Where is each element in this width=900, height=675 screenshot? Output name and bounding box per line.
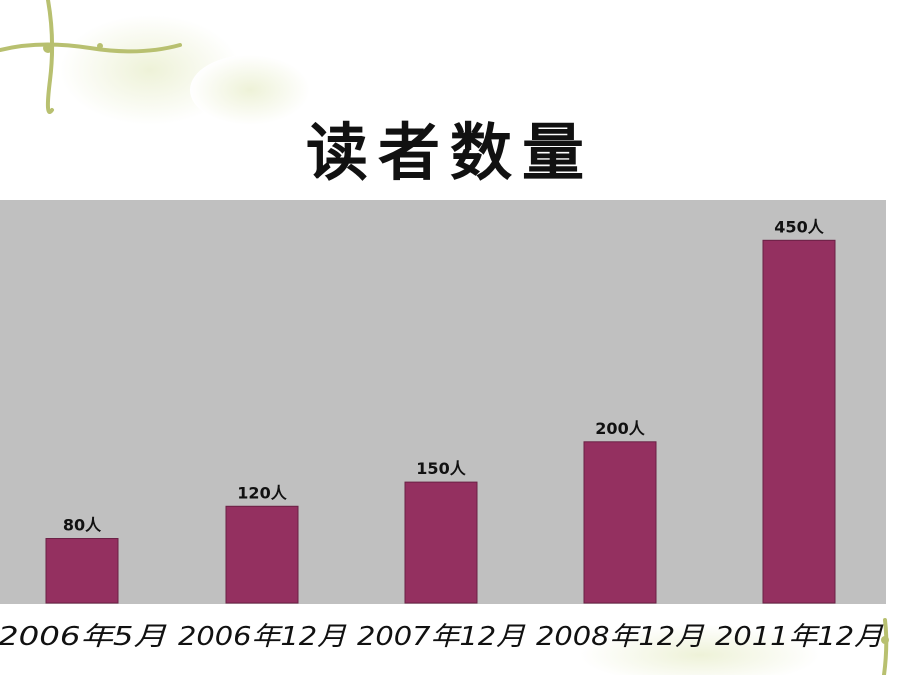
bar-3 [404, 481, 478, 604]
category-label-5: 2011年12月 [715, 622, 884, 652]
bar-1 [45, 538, 119, 604]
category-label-1: 2006年5月 [0, 622, 167, 652]
data-label-4: 200人 [595, 419, 645, 438]
category-label-4: 2008年12月 [536, 622, 705, 652]
bar-5 [762, 239, 836, 604]
bar-4 [583, 441, 657, 604]
data-label-1: 80人 [63, 516, 102, 535]
data-label-5: 450人 [774, 217, 824, 236]
chart-title: 读者数量 [305, 116, 594, 189]
category-label-2: 2006年12月 [178, 622, 347, 652]
bar-2 [225, 505, 299, 604]
data-label-3: 150人 [416, 459, 466, 478]
data-label-2: 120人 [237, 483, 287, 502]
category-label-3: 2007年12月 [357, 622, 526, 652]
